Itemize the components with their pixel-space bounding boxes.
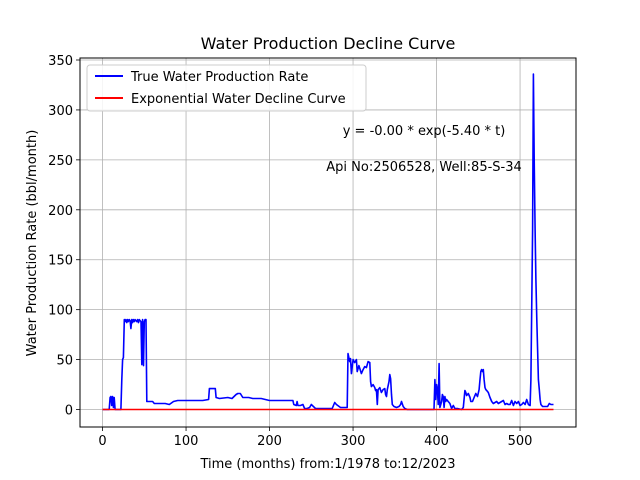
annotation-0: y = -0.00 * exp(-5.40 * t)	[343, 124, 506, 139]
y-axis-label: Water Production Rate (bbl/month)	[25, 130, 40, 357]
y-tick-label: 350	[48, 54, 73, 69]
x-tick-label: 100	[174, 434, 199, 449]
y-tick-label: 150	[48, 254, 73, 269]
x-tick-label: 0	[98, 434, 106, 449]
y-tick-label: 50	[56, 354, 73, 369]
x-tick-label: 300	[341, 434, 366, 449]
plot-background	[80, 58, 576, 427]
x-axis-label: Time (months) from:1/1978 to:12/2023	[199, 457, 455, 472]
x-tick-label: 400	[424, 434, 449, 449]
legend: True Water Production Rate Exponential W…	[86, 64, 367, 112]
x-tick-label: 500	[508, 434, 533, 449]
ticks: 0 100 200 300 400 500 0 50 100 150 200 250 300 350	[48, 54, 532, 449]
y-tick-label: 0	[65, 404, 73, 419]
x-tick-label: 200	[257, 434, 282, 449]
y-tick-label: 300	[48, 104, 73, 119]
series-line-0	[102, 73, 554, 411]
legend-box	[86, 64, 367, 112]
plot-frame	[79, 57, 577, 428]
y-tick-label: 100	[48, 304, 73, 319]
legend-label-true-water: True Water Production Rate	[130, 70, 308, 85]
annotations: y = -0.00 * exp(-5.40 * t) Api No:2506528…	[326, 124, 522, 175]
y-tick-label: 250	[48, 154, 73, 169]
series-layer	[102, 73, 554, 411]
y-tick-label: 200	[48, 204, 73, 219]
legend-label-exponential: Exponential Water Decline Curve	[131, 92, 346, 107]
annotation-1: Api No:2506528, Well:85-S-34	[326, 160, 522, 175]
chart-title: Water Production Decline Curve	[201, 34, 456, 53]
